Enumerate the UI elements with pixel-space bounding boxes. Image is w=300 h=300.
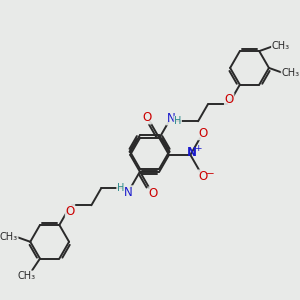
- Text: N: N: [124, 186, 133, 199]
- Text: CH₃: CH₃: [281, 68, 299, 78]
- Text: +: +: [194, 144, 202, 153]
- Text: O: O: [142, 111, 151, 124]
- Text: CH₃: CH₃: [272, 41, 290, 51]
- Text: N: N: [167, 112, 175, 125]
- Text: N: N: [187, 146, 197, 159]
- Text: O: O: [149, 187, 158, 200]
- Text: CH₃: CH₃: [0, 232, 18, 242]
- Text: O: O: [198, 127, 208, 140]
- Text: H: H: [117, 184, 124, 194]
- Text: O: O: [198, 170, 208, 183]
- Text: O: O: [224, 93, 234, 106]
- Text: CH₃: CH₃: [17, 271, 35, 281]
- Text: H: H: [174, 116, 182, 126]
- Text: −: −: [206, 169, 215, 178]
- Text: O: O: [65, 205, 75, 218]
